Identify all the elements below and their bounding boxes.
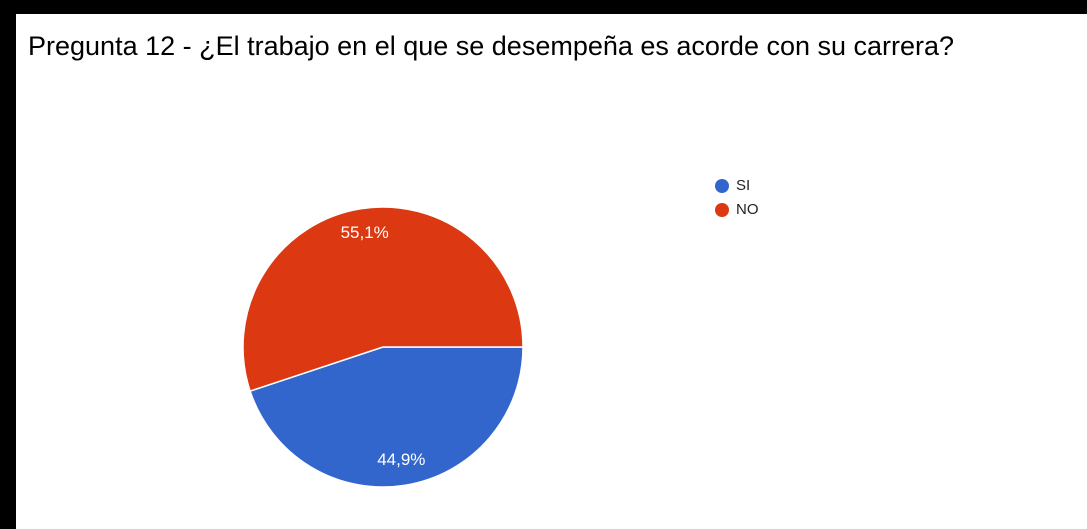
pie-slice-labels: 44,9% 55,1% [341,223,426,469]
legend-label-si: SI [736,177,750,194]
pie-slice-label-no: 55,1% [341,223,389,242]
legend-label-no: NO [736,201,759,218]
legend-marker-no [715,203,729,217]
pie-slice-label-si: 44,9% [377,450,425,469]
pie-slices [242,206,524,488]
pie-slice-no [242,206,524,393]
pie-chart: 44,9% 55,1% SI NO [242,177,759,488]
legend-marker-si [715,179,729,193]
pie-slice-si [249,346,524,488]
chart-frame: Pregunta 12 - ¿El trabajo en el que se d… [16,14,1087,529]
chart-title: Pregunta 12 - ¿El trabajo en el que se d… [28,31,955,61]
chart-legend: SI NO [715,177,759,218]
